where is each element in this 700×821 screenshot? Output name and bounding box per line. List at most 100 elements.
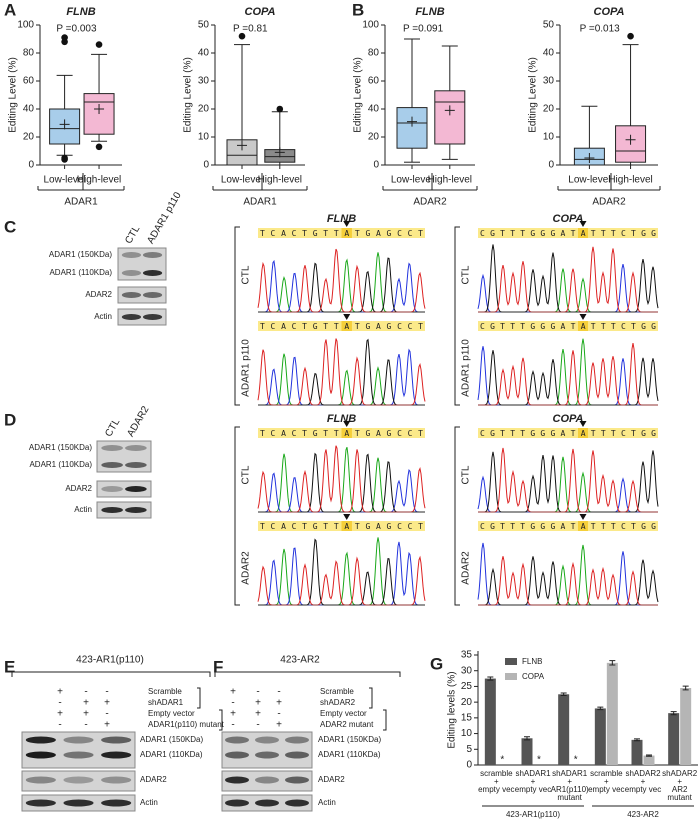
blot-band <box>63 736 94 744</box>
box <box>83 93 115 135</box>
blot-band <box>25 776 56 784</box>
condition-label: Empty vector <box>148 709 195 718</box>
condition-sign: - <box>84 720 87 731</box>
blot-row-label: ADAR1 (150KDa) <box>318 735 381 744</box>
y-tick-label: 15 <box>461 712 473 723</box>
blot-band <box>125 507 147 513</box>
condition-sign: - <box>231 698 234 709</box>
x-tick-label: shADAR1 <box>552 769 588 778</box>
y-tick-label: 30 <box>461 665 473 676</box>
blot-membrane <box>221 770 313 792</box>
condition-sign: + <box>276 698 282 709</box>
y-tick-label: 20 <box>198 104 210 115</box>
blot-row-label: ADAR1 (110KDa) <box>318 750 381 759</box>
x-tick-label: empty vec <box>588 785 624 794</box>
condition-label: ADAR1(p110) mutant <box>148 720 225 729</box>
blot-band <box>255 776 279 784</box>
y-tick-label: 20 <box>368 132 380 143</box>
blot-band <box>25 736 56 744</box>
error-bar <box>670 711 677 716</box>
condition-label: Scramble <box>320 687 354 696</box>
group-label: ADAR2 <box>592 197 626 208</box>
blot-band <box>101 751 132 759</box>
blot-membrane <box>96 501 152 519</box>
blot-band <box>121 252 142 258</box>
blot-band <box>125 445 147 451</box>
y-tick-label: 0 <box>373 160 379 171</box>
condition-sign: - <box>58 720 61 731</box>
panel-title: 423-AR2 <box>280 655 320 666</box>
panel-letter: A <box>4 0 16 19</box>
sequence-strip <box>478 428 658 438</box>
condition-sign: - <box>256 687 259 698</box>
legend-swatch <box>505 673 517 680</box>
x-tick-label: Low-level <box>43 175 85 186</box>
row-label: ADAR1 p110 <box>241 339 252 397</box>
legend-swatch <box>505 658 517 665</box>
title-bracket <box>214 671 401 677</box>
blot-band <box>225 776 249 784</box>
chart-title: FLNB <box>66 6 95 18</box>
y-tick-label: 40 <box>368 104 380 115</box>
x-tick-label: + <box>677 777 682 786</box>
y-axis-title: Editing Level (%) <box>353 57 364 133</box>
blot-row-label: ADAR1 (150KDa) <box>49 250 112 259</box>
blot-band <box>285 799 309 807</box>
condition-sign: - <box>277 687 280 698</box>
mean-marker <box>625 134 636 145</box>
blot-band <box>142 292 163 298</box>
x-tick-label: High-level <box>428 175 472 186</box>
bar <box>484 678 496 765</box>
site-arrow <box>579 421 587 427</box>
bar <box>606 662 618 765</box>
site-highlight <box>341 428 352 438</box>
y-tick-label: 60 <box>23 76 35 87</box>
chart-title: COPA <box>245 6 276 18</box>
error-bar <box>487 676 494 681</box>
y-tick-label: 10 <box>461 728 473 739</box>
y-tick-label: 5 <box>466 744 472 755</box>
value-label: * <box>574 755 578 766</box>
site-highlight <box>578 428 588 438</box>
x-tick-label: scramble <box>590 769 623 778</box>
blot-band <box>25 751 56 759</box>
y-tick-label: 20 <box>461 697 473 708</box>
gene-title: COPA <box>553 413 584 425</box>
panel-letter: E <box>4 657 15 676</box>
site-highlight <box>341 521 352 531</box>
x-tick-label: + <box>531 777 536 786</box>
bar <box>521 738 533 765</box>
condition-label: Scramble <box>148 687 182 696</box>
x-tick-label: High-level <box>258 175 302 186</box>
blot-band <box>255 736 279 744</box>
panel-title: 423-AR1(p110) <box>76 655 144 666</box>
condition-sign: + <box>57 709 63 720</box>
outlier <box>61 38 68 46</box>
p-value: P =0.81 <box>233 24 268 35</box>
error-bar <box>682 685 689 691</box>
blot-band <box>142 252 163 258</box>
site-arrow <box>343 514 351 520</box>
blot-membrane <box>21 770 136 792</box>
condition-bracket <box>219 709 223 731</box>
blot-row-label: ADAR2 <box>140 775 167 784</box>
chart-title: FLNB <box>415 6 444 18</box>
condition-sign: + <box>230 709 236 720</box>
y-tick-label: 0 <box>203 160 209 171</box>
panel-letter: D <box>4 410 16 429</box>
y-tick-label: 50 <box>198 20 210 31</box>
y-tick-label: 40 <box>23 104 35 115</box>
value-label: * <box>537 755 541 766</box>
gene-title: COPA <box>553 213 584 225</box>
panel-letter: F <box>213 657 223 676</box>
legend-label: FLNB <box>522 657 542 666</box>
trace <box>478 246 658 313</box>
blot-band <box>225 736 249 744</box>
blot-band <box>125 462 147 468</box>
y-tick-label: 30 <box>198 76 210 87</box>
y-tick-label: 0 <box>28 160 34 171</box>
condition-bracket <box>369 687 373 709</box>
condition-sign: + <box>83 698 89 709</box>
error-bar <box>634 738 640 742</box>
